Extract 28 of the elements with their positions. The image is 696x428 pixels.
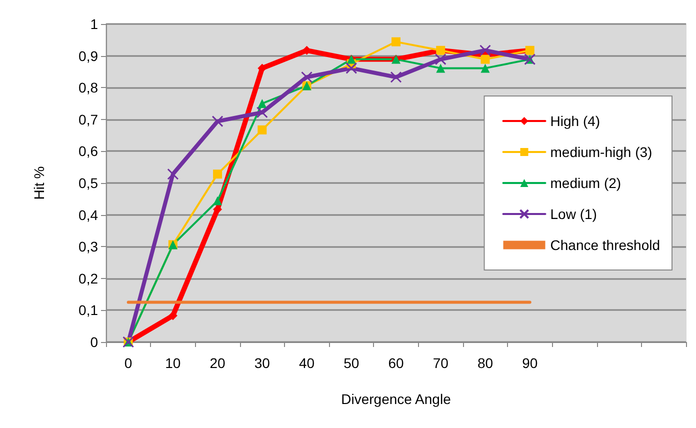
legend-label: medium (2) — [550, 175, 622, 191]
legend-label: Chance threshold — [550, 237, 660, 253]
x-tick-label: 10 — [165, 355, 181, 371]
y-tick-label: 0,1 — [78, 302, 98, 318]
y-tick-label: 0,3 — [78, 238, 98, 255]
y-tick-label: 0,4 — [78, 206, 98, 223]
x-tick-label: 70 — [432, 355, 449, 371]
x-tick-label: 0 — [124, 355, 132, 371]
x-tick-label: 30 — [254, 355, 270, 371]
x-tick-label: 90 — [522, 355, 538, 371]
x-tick-label: 50 — [344, 355, 360, 371]
y-tick-label: 0,9 — [78, 48, 98, 64]
y-tick-label: 0,2 — [78, 270, 98, 286]
x-tick-label: 60 — [388, 355, 404, 371]
y-tick-label: 0,5 — [78, 175, 98, 191]
y-axis-title: Hit % — [31, 166, 47, 200]
y-tick-label: 1 — [90, 16, 98, 32]
legend-label: Low (1) — [550, 206, 597, 222]
x-tick-label: 40 — [298, 355, 315, 371]
y-tick-label: 0,7 — [78, 111, 98, 128]
x-tick-label: 80 — [477, 355, 494, 371]
x-tick-label: 20 — [210, 355, 226, 371]
y-tick-label: 0,6 — [78, 143, 98, 160]
y-tick-label: 0 — [90, 334, 98, 350]
y-tick-label: 0,8 — [78, 80, 98, 96]
x-axis-title: Divergence Angle — [341, 391, 452, 407]
legend-label: medium-high (3) — [550, 144, 652, 160]
legend-label: High (4) — [550, 113, 600, 129]
